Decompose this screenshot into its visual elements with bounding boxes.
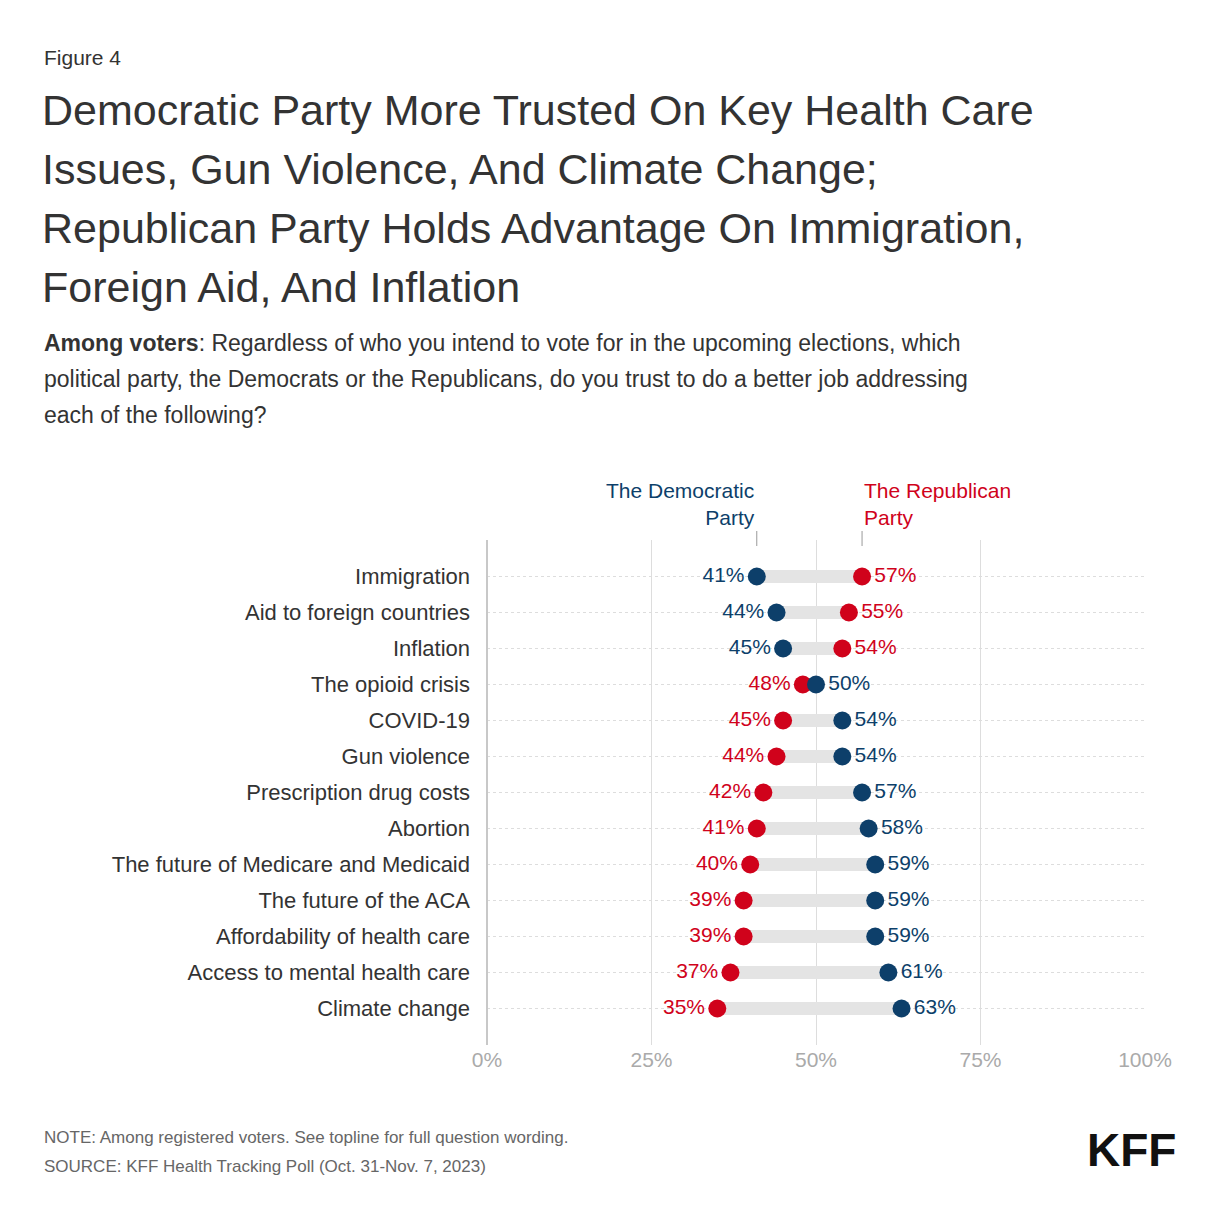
svg-text:35%: 35%: [663, 995, 705, 1018]
svg-text:Affordability of health care: Affordability of health care: [216, 924, 470, 949]
svg-text:Gun violence: Gun violence: [342, 744, 470, 769]
svg-text:Issues, Gun Violence, And Clim: Issues, Gun Violence, And Climate Change…: [42, 145, 878, 193]
svg-text:Abortion: Abortion: [388, 816, 470, 841]
svg-text:25%: 25%: [630, 1048, 672, 1071]
svg-text:57%: 57%: [874, 563, 916, 586]
svg-text:59%: 59%: [887, 923, 929, 946]
svg-text:45%: 45%: [729, 635, 771, 658]
svg-text:55%: 55%: [861, 599, 903, 622]
svg-text:59%: 59%: [887, 887, 929, 910]
svg-text:The RepublicanParty: The RepublicanParty: [864, 479, 1011, 529]
svg-text:45%: 45%: [729, 707, 771, 730]
svg-text:political party, the Democrats: political party, the Democrats or the Re…: [44, 366, 968, 392]
svg-text:KFF: KFF: [1087, 1124, 1176, 1176]
svg-text:Access to mental health care: Access to mental health care: [188, 960, 470, 985]
svg-text:Prescription drug costs: Prescription drug costs: [246, 780, 470, 805]
svg-text:0%: 0%: [472, 1048, 502, 1071]
svg-text:39%: 39%: [689, 923, 731, 946]
svg-text:42%: 42%: [709, 779, 751, 802]
svg-text:The future of the ACA: The future of the ACA: [258, 888, 470, 913]
svg-text:40%: 40%: [696, 851, 738, 874]
svg-text:NOTE: Among registered voters.: NOTE: Among registered voters. See topli…: [44, 1128, 568, 1147]
svg-text:41%: 41%: [702, 815, 744, 838]
svg-text:57%: 57%: [874, 779, 916, 802]
svg-text:each of the following?: each of the following?: [44, 402, 267, 428]
svg-text:58%: 58%: [881, 815, 923, 838]
svg-text:SOURCE: KFF Health Tracking Po: SOURCE: KFF Health Tracking Poll (Oct. 3…: [44, 1157, 486, 1176]
svg-text:Republican Party Holds Advanta: Republican Party Holds Advantage On Immi…: [42, 204, 1024, 252]
svg-text:50%: 50%: [795, 1048, 837, 1071]
svg-text:48%: 48%: [749, 671, 791, 694]
svg-text:Inflation: Inflation: [393, 636, 470, 661]
svg-text:100%: 100%: [1118, 1048, 1172, 1071]
svg-text:44%: 44%: [722, 599, 764, 622]
svg-text:44%: 44%: [722, 743, 764, 766]
svg-text:COVID-19: COVID-19: [369, 708, 470, 733]
svg-text:41%: 41%: [702, 563, 744, 586]
svg-text:Democratic Party More Trusted: Democratic Party More Trusted On Key Hea…: [42, 86, 1034, 134]
svg-text:59%: 59%: [887, 851, 929, 874]
svg-text:The DemocraticParty: The DemocraticParty: [606, 479, 755, 529]
svg-text:Figure 4: Figure 4: [44, 46, 121, 69]
svg-text:75%: 75%: [959, 1048, 1001, 1071]
svg-text:63%: 63%: [914, 995, 956, 1018]
svg-text:Climate change: Climate change: [317, 996, 470, 1021]
svg-text:The opioid crisis: The opioid crisis: [311, 672, 470, 697]
svg-text:Foreign Aid, And Inflation: Foreign Aid, And Inflation: [42, 263, 520, 311]
svg-text:Among voters: Regardless of wh: Among voters: Regardless of who you inte…: [44, 330, 961, 356]
svg-text:39%: 39%: [689, 887, 731, 910]
svg-text:54%: 54%: [855, 707, 897, 730]
svg-text:54%: 54%: [855, 743, 897, 766]
svg-text:61%: 61%: [901, 959, 943, 982]
svg-text:Immigration: Immigration: [355, 564, 470, 589]
svg-text:The future of Medicare and Med: The future of Medicare and Medicaid: [112, 852, 470, 877]
svg-text:54%: 54%: [855, 635, 897, 658]
svg-text:50%: 50%: [828, 671, 870, 694]
svg-text:Aid to foreign countries: Aid to foreign countries: [245, 600, 470, 625]
svg-text:37%: 37%: [676, 959, 718, 982]
